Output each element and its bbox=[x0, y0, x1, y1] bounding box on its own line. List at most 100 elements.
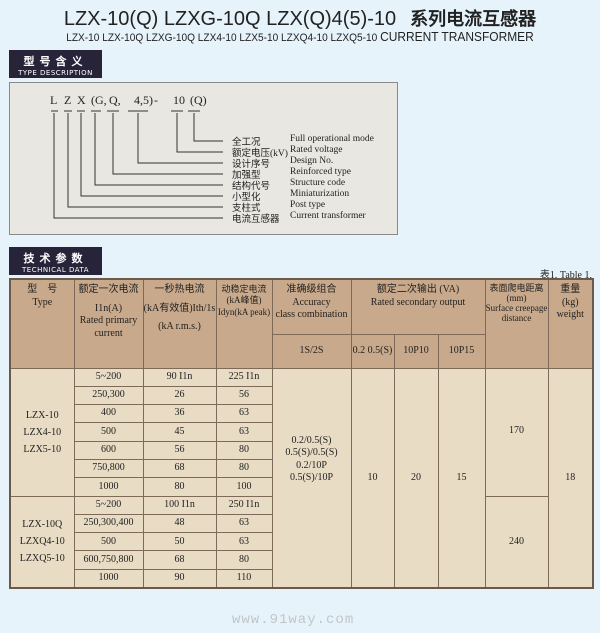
header-dynamic-current: 动稳定电流 (kA峰值) Idyn(kA peak) bbox=[215, 278, 273, 369]
table-row: 400 36 63 bbox=[10, 404, 593, 424]
type-name: LZXQ4-10 bbox=[19, 536, 65, 548]
thermal-current: 36 bbox=[142, 404, 217, 424]
dynamic-current: 56 bbox=[215, 385, 273, 406]
thermal-current: 50 bbox=[142, 532, 217, 552]
dynamic-current: 80 bbox=[215, 550, 273, 570]
thermal-current: 45 bbox=[142, 422, 217, 442]
title-models: LZX-10(Q) LZXG-10Q LZX(Q)4(5)-10 bbox=[63, 8, 397, 30]
dynamic-current: 110 bbox=[215, 568, 273, 589]
accuracy-cell: 0.2/0.5(S) 0.5(S)/0.5(S) 0.2/10P 0.5(S)/10P bbox=[271, 367, 352, 589]
primary-current: 5~200 bbox=[73, 495, 144, 515]
type-name: LZXQ5-10 bbox=[19, 553, 65, 565]
primary-current: 600 bbox=[73, 440, 144, 460]
primary-current: 500 bbox=[73, 532, 144, 552]
subtitle-models: LZX-10 LZX-10Q LZXG-10Q LZX4-10 LZX5-10 … bbox=[66, 32, 378, 44]
accuracy-value: 0.2/0.5(S) bbox=[291, 434, 332, 446]
dynamic-current: 80 bbox=[215, 440, 273, 460]
table-row: LZX-10Q LZXQ4-10 LZXQ5-10 5~200 100 I1n 250 I… bbox=[9, 495, 593, 589]
code-part: (Q) bbox=[190, 93, 207, 107]
primary-current: 400 bbox=[73, 404, 144, 424]
table-row: 750,800 68 80 bbox=[10, 458, 593, 479]
primary-current: 250,300,400 bbox=[73, 513, 144, 534]
table-row: 1000 80 100 bbox=[10, 477, 593, 497]
accuracy-value: 0.5(S)/10P bbox=[289, 472, 334, 483]
type-cell: LZX-10 LZX4-10 LZX5-10 bbox=[9, 367, 75, 497]
header-weight: 重量 (kg) weight bbox=[547, 278, 594, 369]
diagram-label-cn: 全工况 bbox=[232, 138, 261, 148]
table-row: 600 56 80 bbox=[10, 440, 593, 460]
table-row: 600,750,800 68 80 bbox=[10, 550, 593, 570]
subheader-10p15: 10P15 bbox=[437, 333, 486, 369]
thermal-current: 56 bbox=[142, 440, 217, 460]
code-part: Q, bbox=[109, 93, 121, 107]
diagram-label-cn: 电流互感器 bbox=[232, 215, 280, 225]
subtitle-en: CURRENT TRANSFORMER bbox=[380, 29, 534, 44]
watermark: www.91way.com bbox=[232, 612, 355, 628]
primary-current: 500 bbox=[73, 422, 144, 442]
section-title-cn: 型号含义 bbox=[23, 55, 88, 68]
subheader-10p10: 10P10 bbox=[393, 333, 439, 369]
primary-current: 250,300 bbox=[73, 385, 144, 406]
type-cell: LZX-10Q LZXQ4-10 LZXQ5-10 bbox=[9, 495, 75, 589]
dynamic-current: 250 I1n bbox=[215, 495, 273, 515]
dynamic-current: 80 bbox=[215, 458, 273, 479]
diagram-label-cn: 结构代号 bbox=[232, 182, 271, 192]
diagram-label-cn: 小型化 bbox=[232, 193, 261, 203]
creepage-cell: 240 bbox=[484, 495, 549, 589]
diagram-label-en: Current transformer bbox=[290, 211, 366, 221]
header-primary-current: 额定一次电流 I1n(A) Rated primary current bbox=[73, 278, 144, 369]
thermal-current: 90 bbox=[142, 568, 217, 589]
dynamic-current: 100 bbox=[215, 477, 273, 497]
diagram-label-en: Full operational mode bbox=[290, 134, 374, 144]
code-part: (G, bbox=[91, 93, 107, 107]
section-header-type: 型号含义 TYPE DESCRIPTION bbox=[9, 50, 102, 78]
code-part: Z bbox=[64, 93, 72, 107]
thermal-current: 100 I1n bbox=[142, 495, 217, 515]
diagram-label-cn: 设计序号 bbox=[232, 160, 271, 170]
primary-current: 750,800 bbox=[73, 458, 144, 479]
code-part: 10 bbox=[173, 93, 185, 107]
thermal-current: 90 I1n bbox=[142, 367, 217, 387]
diagram-label-cn: 支柱式 bbox=[232, 204, 261, 214]
output-10p15: 15 bbox=[437, 367, 486, 589]
table-row: 500 50 63 bbox=[10, 532, 593, 552]
type-diagram: L Z X (G, Q, 4,5) - 10 (Q) 全工况 Full operational mo… bbox=[9, 82, 398, 235]
page-subtitle: LZX-10 LZX-10Q LZXG-10Q LZX4-10 LZX5-10 … bbox=[24, 29, 576, 44]
accuracy-value: 0.5(S)/0.5(S) bbox=[285, 447, 338, 458]
output-10p10: 20 bbox=[393, 367, 439, 589]
diagram-label-en: Post type bbox=[290, 200, 326, 210]
diagram-label-en: Miniaturization bbox=[290, 189, 350, 199]
thermal-current: 48 bbox=[142, 513, 217, 534]
thermal-current: 68 bbox=[142, 550, 217, 570]
table-row: LZX-10 LZX4-10 LZX5-10 5~200 90 I1n 225 I1n 0.… bbox=[9, 367, 594, 589]
dynamic-current: 63 bbox=[215, 513, 273, 534]
page-title: LZX-10(Q) LZXG-10Q LZX(Q)4(5)-10 系列电流互感器 bbox=[0, 5, 600, 31]
section-title-en: TYPE DESCRIPTION bbox=[18, 69, 93, 77]
section-title-cn: 技术参数 bbox=[23, 252, 88, 265]
diagram-lines bbox=[51, 110, 223, 219]
output-02: 10 bbox=[350, 367, 395, 589]
dynamic-current: 63 bbox=[215, 532, 273, 552]
code-part: - bbox=[154, 93, 158, 107]
section-header-tech: 技术参数 TECHNICAL DATA bbox=[9, 247, 102, 275]
header-accuracy: 准确级组合 Accuracy class combination bbox=[271, 278, 352, 335]
title-cn: 系列电流互感器 bbox=[410, 9, 537, 30]
diagram-label-cn: 加强型 bbox=[232, 171, 261, 181]
subheader-02-05s: 0.2 0.5(S) bbox=[350, 333, 395, 369]
header-thermal-current: 一秒热电流 (kA有效值)Ith/1s (kA r.m.s.) bbox=[142, 278, 217, 369]
header-creepage: 表面爬电距离 (mm) Surface creepage distance bbox=[484, 278, 549, 369]
section-title-en: TECHNICAL DATA bbox=[22, 266, 89, 274]
subheader-1s2s: 1S/2S bbox=[271, 333, 352, 369]
diagram-label-en: Structure code bbox=[290, 178, 346, 188]
weight-cell: 18 bbox=[547, 367, 594, 589]
primary-current: 5~200 bbox=[73, 367, 144, 387]
diagram-label-cn: 额定电压(kV) bbox=[232, 149, 288, 159]
dynamic-current: 63 bbox=[215, 404, 273, 424]
code-part: L bbox=[50, 93, 58, 107]
thermal-current: 26 bbox=[142, 385, 217, 406]
dynamic-current: 225 I1n bbox=[215, 367, 273, 387]
accuracy-value: 0.2/10P bbox=[296, 459, 327, 471]
diagram-label-en: Reinforced type bbox=[290, 167, 351, 177]
table-note: 表1, Table 1, bbox=[539, 270, 592, 281]
primary-current: 600,750,800 bbox=[73, 550, 144, 570]
